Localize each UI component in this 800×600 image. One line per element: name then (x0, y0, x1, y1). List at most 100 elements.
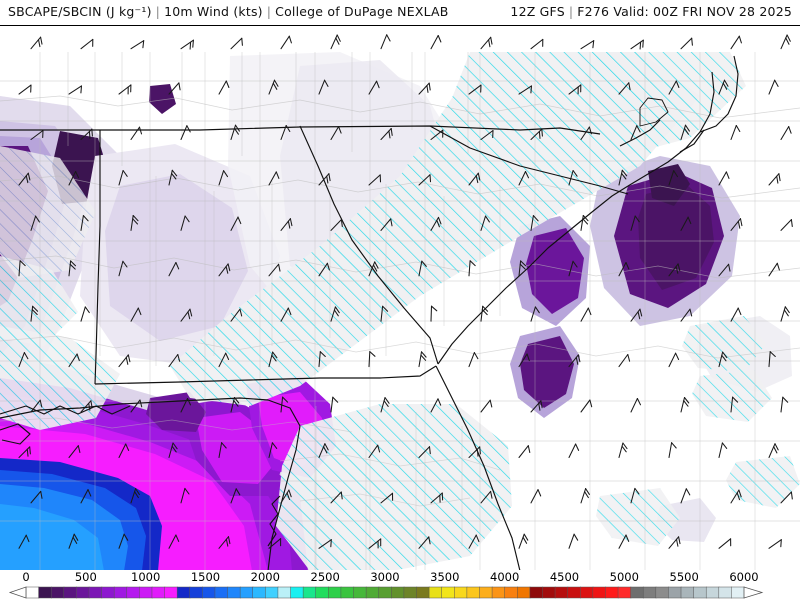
wind-barb-flag (186, 125, 191, 133)
wind-barb-flag (372, 264, 378, 272)
wind-barb-shaft (780, 34, 788, 50)
wind-barb-shaft (668, 170, 675, 186)
colorbar-swatch (265, 586, 279, 599)
wind-barb-flag (737, 307, 742, 316)
wind-barb-shaft (80, 306, 86, 322)
wind-barb-shaft (730, 124, 737, 141)
wind-barb-shaft (180, 487, 186, 504)
wind-barb-shaft (68, 170, 77, 186)
wind-barb-flag (738, 35, 742, 44)
wind-barb-shaft (168, 169, 173, 186)
wind-barb-shaft (218, 263, 229, 277)
colorbar-swatch (491, 586, 506, 599)
wind-barb-flag (134, 491, 139, 499)
wind-barb-flag (735, 124, 741, 133)
header-left-title: SBCAPE/SBCIN (J kg⁻¹) | 10m Wind (kts) | Col… (8, 4, 449, 19)
wind-barb-flag (778, 173, 781, 182)
wind-barb-shaft (368, 174, 381, 186)
wind-barb-shaft (718, 351, 724, 368)
wind-barb-shaft (168, 442, 174, 459)
wind-barb-shaft (318, 79, 326, 95)
wind-barb-shaft (18, 534, 27, 549)
wind-barbs-layer (18, 34, 793, 549)
wind-barb-shaft (430, 492, 443, 504)
wind-barb-flag (732, 396, 739, 403)
wind-barb-flag (683, 127, 689, 135)
wind-barb-shaft (330, 491, 342, 504)
wind-barb-shaft (430, 34, 439, 50)
wind-barb-flag (377, 444, 381, 453)
header-separator-1: | (155, 4, 161, 19)
wind-barb-flag (490, 36, 493, 45)
wind-barb-shaft (380, 218, 392, 231)
wind-barb-shaft (168, 534, 177, 549)
colorbar-swatch (202, 586, 216, 599)
wind-barb-flag (272, 82, 278, 90)
wind-barb-shaft (218, 536, 230, 549)
wind-barb-flag (675, 80, 680, 89)
wind-barb-shaft (530, 215, 534, 231)
wind-barb-flag (273, 79, 279, 87)
wind-barb-flag (634, 487, 640, 495)
colorbar-right-arrow (743, 586, 764, 599)
wind-barb-flag (328, 173, 331, 182)
wind-barb-flag (437, 398, 442, 406)
wind-barb-shaft (730, 307, 739, 322)
wind-barb-flag (388, 130, 391, 139)
colorbar-tick-label: 4000 (490, 570, 520, 584)
wind-barb-flag (430, 305, 438, 312)
wind-barb-flag (275, 171, 280, 179)
wind-barb-flag (637, 311, 641, 320)
wind-barb-shaft (468, 84, 482, 95)
wind-barb-flag (192, 39, 194, 48)
wind-barb-flag (722, 351, 728, 359)
wind-barb-shaft (530, 128, 543, 141)
wind-barb-flag (636, 397, 642, 406)
wind-label: 10m Wind (kts) (164, 4, 263, 19)
wind-barb-flag (135, 488, 140, 496)
wind-barb-shaft (180, 125, 188, 141)
wind-barb-flag (225, 80, 230, 89)
wind-barb-flag (76, 353, 80, 362)
wind-barb-shaft (330, 219, 342, 231)
wind-barb-flag (271, 442, 278, 449)
colorbar-swatch (139, 586, 153, 599)
wind-barb-shaft (680, 124, 687, 141)
colorbar-swatch (328, 586, 342, 599)
wind-barb-shaft (430, 129, 444, 141)
colorbar-swatches (8, 586, 764, 599)
wind-barb-flag (324, 443, 329, 451)
header-separator-3: | (568, 4, 574, 19)
wind-barb-shaft (18, 352, 25, 368)
colorbar-swatch (38, 586, 52, 599)
colorbar-swatch (617, 586, 632, 599)
map-canvas[interactable] (0, 25, 800, 570)
wind-barb-shaft (568, 443, 577, 459)
wind-barb-flag (537, 489, 542, 497)
wind-barb-flag (592, 40, 595, 49)
wind-barb-shaft (280, 124, 287, 141)
wind-barb-shaft (568, 533, 575, 549)
wind-barb-shaft (68, 85, 83, 95)
wind-barb-flag (142, 40, 145, 49)
colorbar-swatch (25, 586, 40, 599)
map-svg (0, 26, 800, 570)
wind-barb-flag (621, 445, 627, 453)
wind-barb-shaft (30, 36, 42, 50)
wind-barb-flag (628, 82, 631, 91)
wind-barb-flag (175, 261, 180, 270)
colorbar-swatch (277, 586, 292, 599)
wind-barb-shaft (30, 399, 41, 413)
wind-barb-shaft (118, 443, 127, 459)
wind-barb-shaft (768, 262, 778, 277)
colorbar-tick-label: 1000 (131, 570, 161, 584)
wind-barb-shaft (518, 445, 529, 459)
wind-barb-flag (577, 354, 581, 363)
wind-barb-shaft (480, 129, 494, 141)
wind-barb-flag (685, 488, 691, 496)
colorbar-swatch (428, 586, 443, 599)
colorbar-swatch (466, 586, 481, 599)
colorbar-tick-label: 500 (74, 570, 97, 584)
wind-barb-flag (39, 399, 43, 408)
wind-barb-flag (87, 489, 92, 497)
